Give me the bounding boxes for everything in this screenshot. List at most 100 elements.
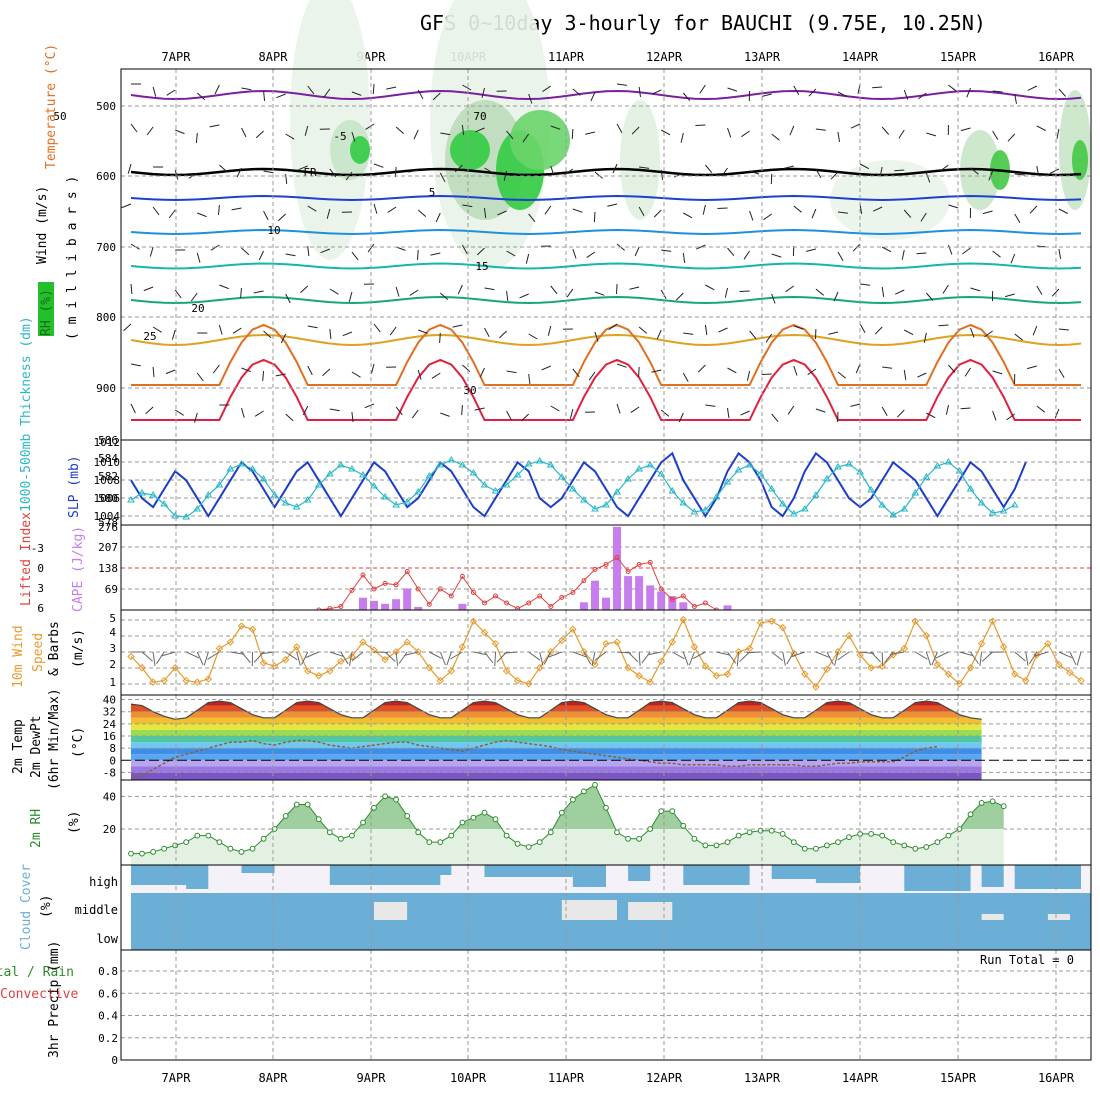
wind-barb bbox=[940, 164, 949, 172]
wind-barb bbox=[130, 123, 138, 133]
cape-axis-label: CAPE (J/kg) bbox=[71, 526, 86, 612]
wind-speed-marker bbox=[315, 672, 323, 680]
cloud-level-label: middle bbox=[75, 903, 118, 917]
cloud-label: Cloud Cover bbox=[19, 864, 34, 950]
pressure-tick: 800 bbox=[96, 311, 116, 324]
cape-bar bbox=[579, 602, 588, 610]
wind-barb bbox=[241, 87, 252, 91]
thickness-marker bbox=[878, 501, 887, 508]
wind-barb bbox=[483, 207, 487, 218]
wind-barb bbox=[219, 284, 229, 290]
wind-speed-marker bbox=[160, 676, 168, 685]
date-label-top: 12APR bbox=[646, 50, 683, 64]
rh-marker bbox=[205, 832, 212, 839]
wind-barb bbox=[705, 164, 713, 174]
wind-barb bbox=[724, 287, 728, 298]
thickness-tick: 584 bbox=[98, 452, 118, 465]
wind-barb bbox=[749, 330, 757, 340]
wind-barb bbox=[850, 403, 861, 407]
wind-barb bbox=[474, 407, 485, 411]
cape-bar bbox=[679, 602, 688, 610]
wind-barb-10m bbox=[1014, 651, 1026, 662]
wind10m-panel: 1 2 3 45 bbox=[109, 609, 1092, 696]
wind-barb bbox=[660, 169, 664, 180]
temp-band bbox=[131, 729, 982, 736]
wind-barb bbox=[241, 367, 251, 373]
wind-barb-10m bbox=[503, 651, 518, 654]
wind-barb bbox=[859, 163, 870, 170]
wind-barb bbox=[351, 251, 359, 261]
wind-barb-10m bbox=[207, 651, 220, 660]
wind-barb bbox=[210, 244, 220, 251]
wind-barb bbox=[608, 323, 618, 331]
wind-barb bbox=[960, 127, 971, 132]
cape-tick: 69 bbox=[105, 583, 118, 596]
wind-barb bbox=[682, 252, 686, 263]
thickness-marker bbox=[922, 473, 931, 480]
wind-barb bbox=[345, 171, 353, 181]
rh-tick: 40 bbox=[103, 790, 116, 803]
wind-barb-10m bbox=[682, 651, 689, 666]
cape-li-panel: -3 0 3 6 69 138 207 276 bbox=[31, 521, 1092, 615]
rh-marker bbox=[846, 834, 852, 841]
wind-barb bbox=[307, 205, 317, 212]
cloud-level-label: low bbox=[96, 932, 118, 946]
wind-barb bbox=[481, 87, 485, 98]
wind-tick: 4 bbox=[109, 626, 116, 639]
wind-barb bbox=[970, 327, 975, 338]
thickness-tick: 580 bbox=[98, 492, 118, 505]
date-label-top: 11APR bbox=[548, 50, 585, 64]
wind-barb bbox=[855, 363, 861, 374]
wind-barb bbox=[942, 284, 949, 294]
li-marker bbox=[437, 586, 443, 592]
li-marker bbox=[493, 593, 498, 599]
contour-label: -5 bbox=[333, 130, 346, 143]
cape-bar bbox=[646, 585, 655, 610]
wind-barb bbox=[175, 129, 185, 135]
temp-band bbox=[131, 705, 982, 712]
wind-barb bbox=[966, 87, 971, 98]
wind-barb bbox=[550, 285, 558, 295]
rh-marker bbox=[315, 816, 322, 823]
wind-barb bbox=[190, 292, 198, 302]
run-total: Run Total = 0 bbox=[980, 953, 1074, 967]
date-label-bottom: 7APR bbox=[162, 1071, 192, 1085]
wind-barb bbox=[1058, 88, 1066, 97]
thickness-marker bbox=[337, 461, 345, 468]
wind-barb bbox=[702, 204, 706, 215]
wind-speed-marker bbox=[215, 644, 224, 653]
wind-barb bbox=[682, 372, 689, 382]
wind-barb bbox=[783, 165, 794, 169]
thickness-marker bbox=[668, 487, 677, 494]
wind-speed-marker bbox=[723, 670, 732, 678]
rh-marker bbox=[945, 832, 952, 839]
wind-barb bbox=[564, 168, 574, 176]
wind-barb-10m bbox=[979, 651, 983, 666]
contour-label: 50 bbox=[53, 110, 66, 123]
wind-barb bbox=[789, 125, 795, 136]
slp-tick: 1010 bbox=[94, 456, 121, 469]
wind-barb bbox=[904, 329, 914, 336]
wind-barb bbox=[656, 329, 662, 340]
wind-speed-marker bbox=[966, 664, 975, 672]
wind-barb bbox=[992, 370, 1003, 375]
wind-speed-marker bbox=[845, 631, 853, 640]
rh-marker bbox=[779, 831, 786, 837]
wind-speed-marker bbox=[1044, 639, 1052, 648]
temperature-axis-label: Temperature (°C) bbox=[44, 44, 59, 169]
wind-barb bbox=[717, 207, 728, 209]
wind-barb-10m bbox=[627, 651, 639, 663]
wind-barb bbox=[307, 365, 313, 376]
wind-barb bbox=[727, 127, 732, 138]
li-marker bbox=[691, 604, 697, 609]
rh-marker bbox=[570, 796, 576, 803]
wind-barb bbox=[484, 167, 494, 174]
wind-barb bbox=[872, 86, 883, 89]
wind-barb bbox=[925, 292, 934, 301]
temp-contour bbox=[131, 358, 1081, 421]
wind-barb-10m bbox=[296, 651, 301, 666]
thickness-marker bbox=[999, 507, 1008, 514]
wind-barb bbox=[149, 246, 154, 257]
slp-tick: 1012 bbox=[94, 436, 121, 449]
wind-barb bbox=[351, 371, 361, 378]
